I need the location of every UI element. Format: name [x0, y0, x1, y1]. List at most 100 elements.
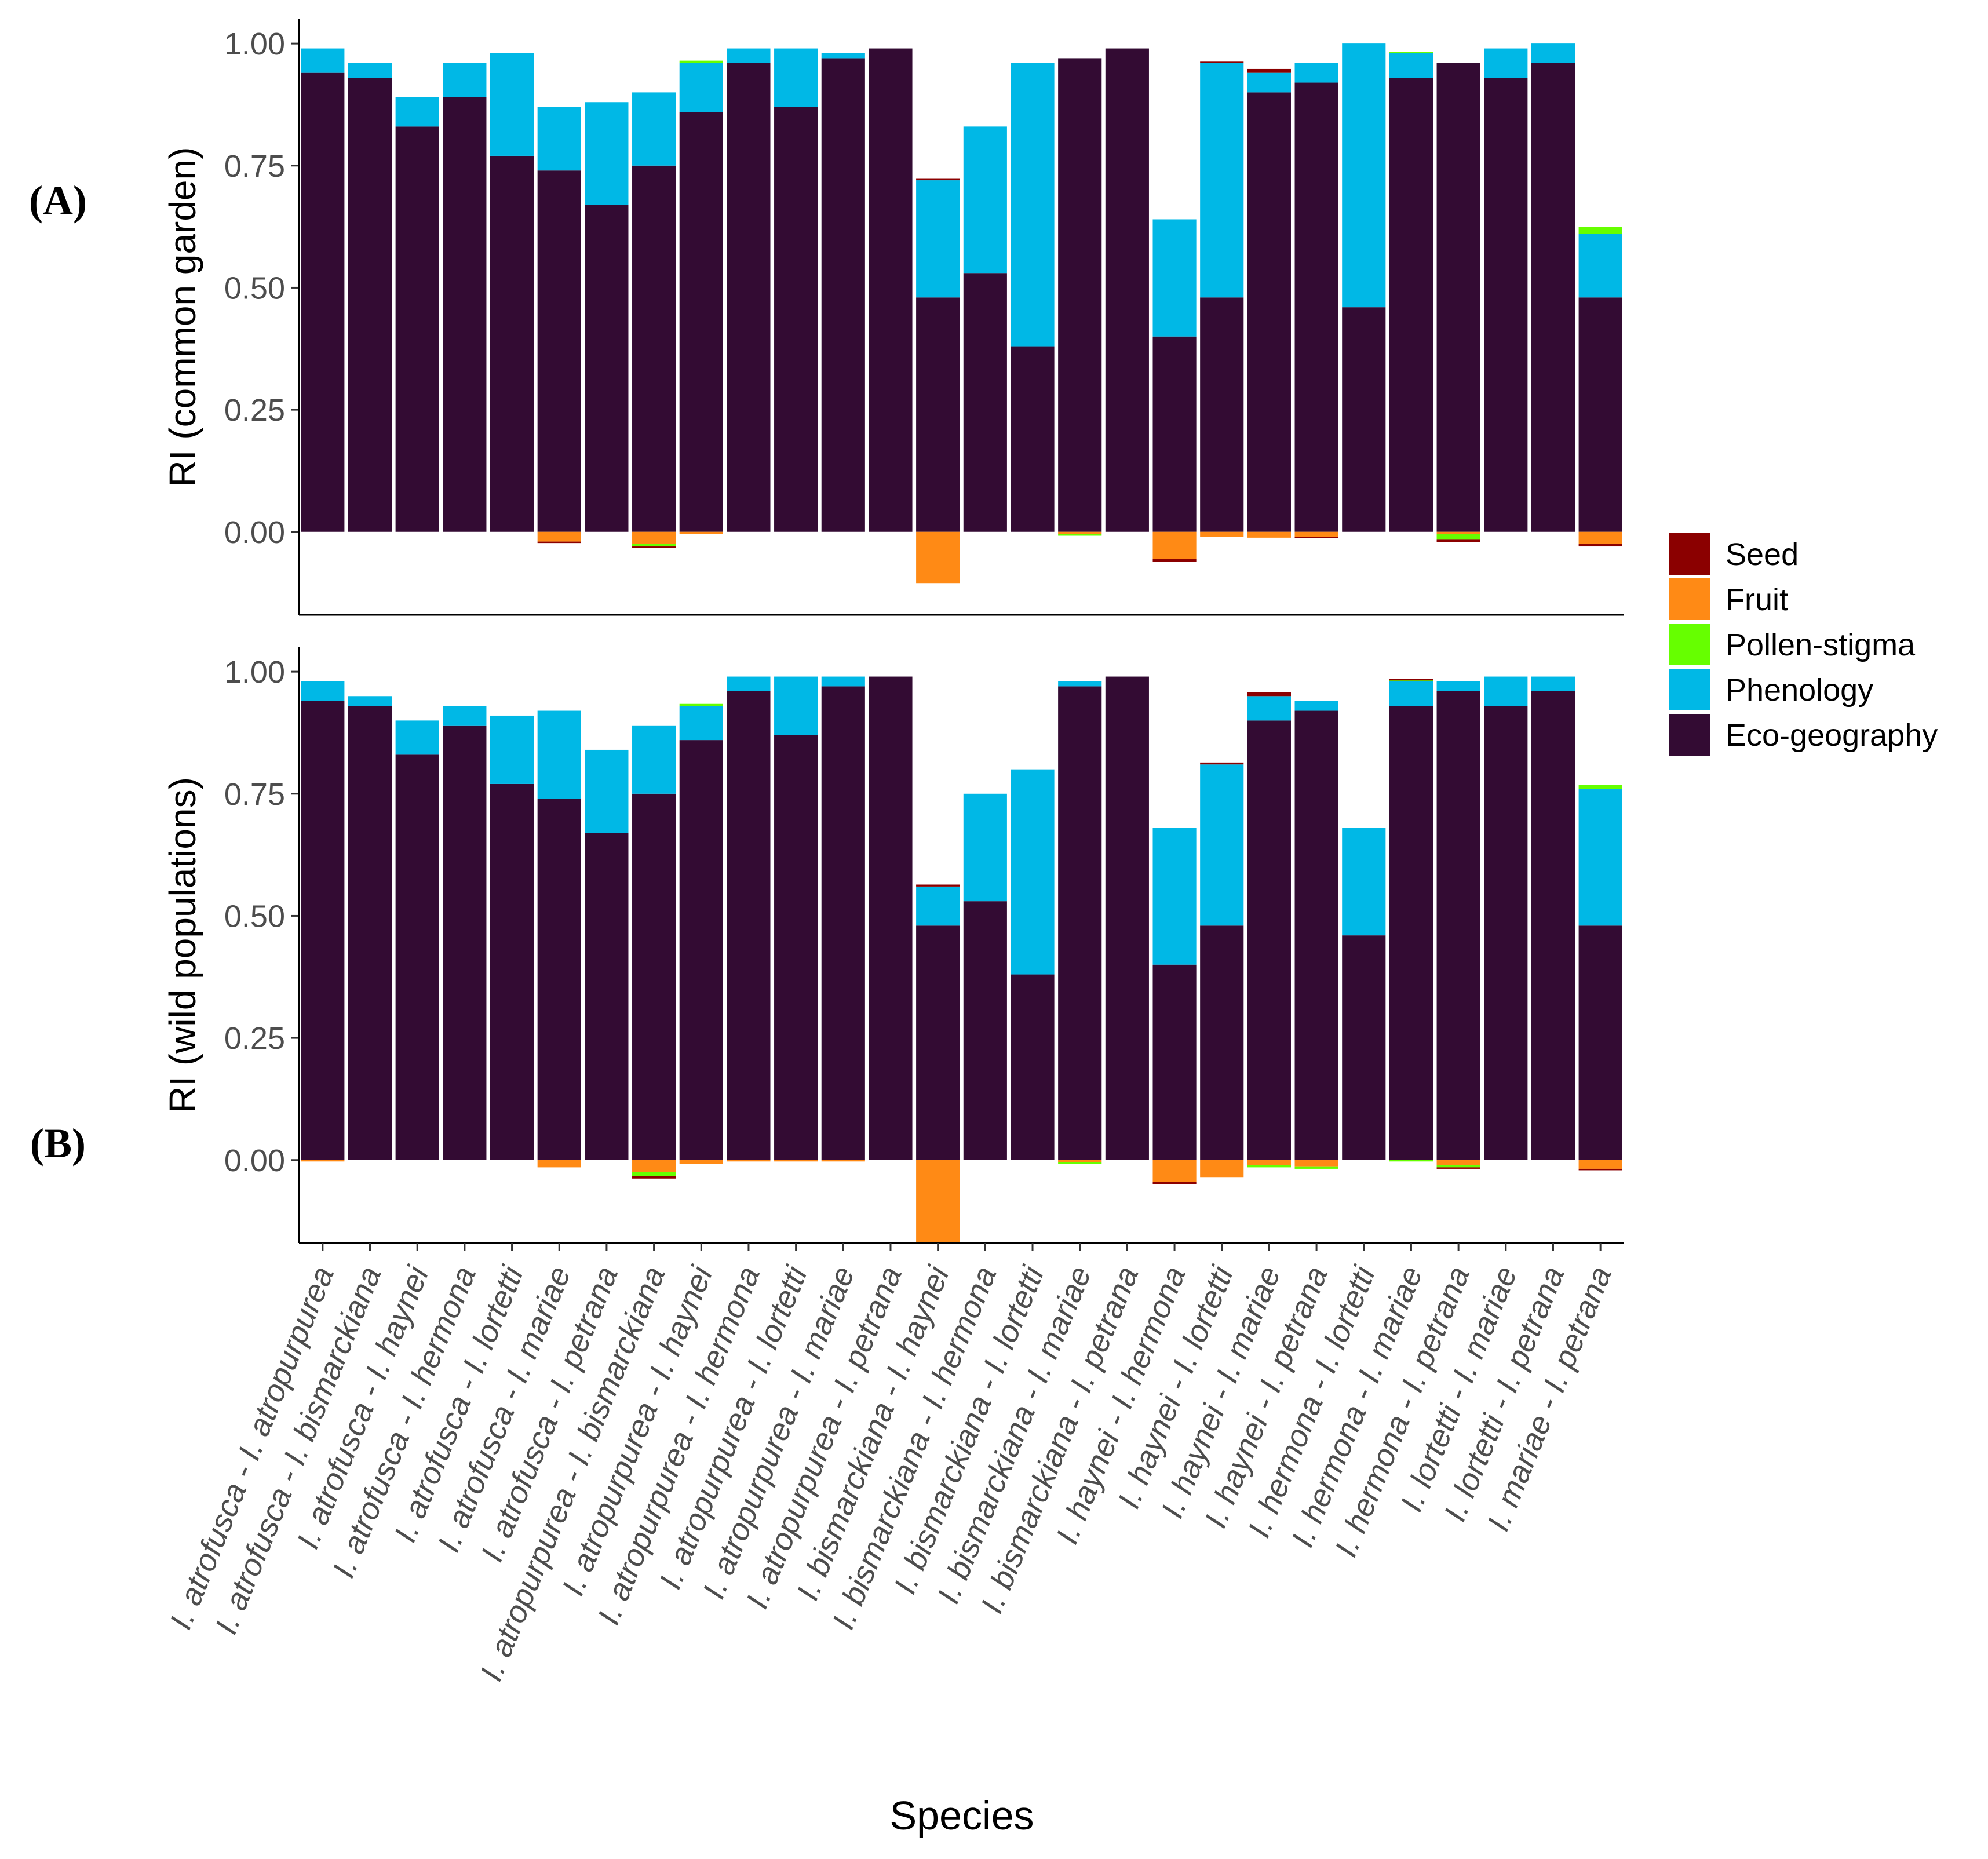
panel-a-bar-eco-geography-16	[1011, 346, 1055, 532]
panel-b-bar-eco-geography-19	[1152, 964, 1197, 1160]
panel-a-bar-seed-6	[537, 541, 581, 544]
panel-b-bar-phenology-19	[1152, 828, 1197, 965]
panel-a-bar-pollen-stigma-8	[632, 544, 676, 547]
panel-b-bar-fruit-8	[632, 1160, 676, 1172]
legend-swatch-seed	[1669, 533, 1710, 575]
panel-a-bar-eco-geography-20	[1200, 297, 1244, 532]
panel-a-bar-phenology-11	[774, 48, 818, 107]
panel-a-y-tick-label: 1.00	[224, 27, 285, 61]
panel-a-bar-seed-25	[1436, 539, 1480, 542]
panel-a-bar-phenology-24	[1389, 53, 1433, 78]
panel-b-bar-eco-geography-23	[1342, 935, 1386, 1160]
panel-b-bar-eco-geography-9	[679, 740, 723, 1160]
panel-b-bar-fruit-25	[1436, 1160, 1480, 1165]
panel-a-bar-fruit-17	[1058, 531, 1102, 534]
panel-b-bar-fruit-22	[1294, 1160, 1338, 1167]
panel-a-bar-phenology-26	[1484, 48, 1528, 78]
panel-b-bar-phenology-25	[1436, 681, 1480, 691]
panel-b-bar-fruit-12	[821, 1160, 865, 1162]
panel-a-bar-eco-geography-24	[1389, 78, 1433, 532]
panel-a-bar-eco-geography-4	[443, 97, 487, 532]
panel-b-bar-phenology-12	[821, 676, 865, 687]
panel-a-bars	[301, 43, 1622, 584]
panel-a-bar-fruit-25	[1436, 531, 1480, 534]
panel-b-bar-pollen-stigma-8	[632, 1172, 676, 1176]
panel-b-bar-fruit-17	[1058, 1160, 1102, 1162]
panel-a-bar-phenology-5	[490, 53, 534, 156]
panel-a-bar-phenology-4	[443, 63, 487, 97]
panel-a-bar-eco-geography-1	[301, 72, 345, 532]
panel-a-y-tick-label: 0.75	[224, 149, 285, 184]
panel-b-bar-pollen-stigma-24	[1389, 680, 1433, 681]
panel-a-bar-eco-geography-25	[1436, 63, 1480, 532]
panel-b-bar-seed-24	[1389, 679, 1433, 681]
panel-b-bar-fruit-11	[774, 1160, 818, 1162]
panel-a-bar-phenology-7	[585, 102, 629, 205]
panel-b-bar-pollen-stigma-28	[1578, 785, 1622, 789]
panel-a-bar-eco-geography-11	[774, 107, 818, 532]
panel-a-bar-seed-21	[1247, 68, 1291, 73]
panel-b-bar-phenology-27	[1531, 676, 1575, 691]
panel-a-bar-eco-geography-15	[963, 273, 1007, 532]
panel-a-bar-fruit-20	[1200, 531, 1244, 537]
panel-b-y-tick-label: 0.25	[224, 1021, 285, 1056]
legend-swatch-eco-geography	[1669, 714, 1710, 756]
panel-a-bar-phenology-28	[1578, 234, 1622, 298]
panel-b-bar-phenology-10	[727, 676, 771, 691]
panel-a-bar-phenology-27	[1531, 43, 1575, 63]
panel-a-y-tick-label: 0.50	[224, 271, 285, 305]
panel-a-bar-fruit-9	[679, 531, 723, 534]
panel-b-bar-eco-geography-11	[774, 735, 818, 1160]
panel-b-bar-eco-geography-17	[1058, 686, 1102, 1160]
panel-a-bar-eco-geography-5	[490, 155, 534, 532]
panel-b-bar-eco-geography-3	[395, 754, 439, 1160]
panel-b-bar-fruit-21	[1247, 1160, 1291, 1165]
panel-b-bar-phenology-2	[348, 696, 392, 706]
panel-a-label: (A)	[29, 177, 87, 224]
panel-b-bar-phenology-5	[490, 715, 534, 784]
panel-b-bar-eco-geography-22	[1294, 710, 1338, 1160]
panel-a-y-tick-label: 0.00	[224, 515, 285, 550]
panel-a-y-axis: 0.00 0.25 0.50 0.75 1.00	[224, 27, 299, 550]
panel-b-bar-seed-8	[632, 1176, 676, 1179]
panel-b-bar-eco-geography-15	[963, 901, 1007, 1160]
panel-a-bar-seed-28	[1578, 544, 1622, 547]
panel-b-bar-pollen-stigma-17	[1058, 1162, 1102, 1164]
panel-b-bar-phenology-26	[1484, 676, 1528, 706]
panel-a-bar-phenology-9	[679, 63, 723, 112]
panel-b-y-axis: 0.00 0.25 0.50 0.75 1.00	[224, 655, 299, 1178]
panel-b-bar-eco-geography-14	[916, 925, 960, 1160]
panel-a-bar-eco-geography-10	[727, 63, 771, 532]
panel-a-bar-phenology-1	[301, 48, 345, 73]
panel-b-bar-seed-20	[1200, 762, 1244, 765]
panel-a-bar-eco-geography-13	[869, 48, 913, 532]
panel-b-bar-fruit-1	[301, 1160, 345, 1162]
panel-b-bar-eco-geography-2	[348, 706, 392, 1160]
legend-swatch-fruit	[1669, 578, 1710, 620]
panel-b-bar-seed-25	[1436, 1167, 1480, 1169]
panel-b-label: (B)	[30, 1120, 86, 1167]
panel-b-bar-eco-geography-5	[490, 783, 534, 1160]
panel-b-bar-seed-19	[1152, 1182, 1197, 1184]
panel-b-bar-eco-geography-6	[537, 799, 581, 1160]
panel-b-bar-fruit-6	[537, 1160, 581, 1168]
panel-b-bar-eco-geography-20	[1200, 925, 1244, 1160]
panel-a-bar-eco-geography-7	[585, 205, 629, 532]
panel-a-bar-eco-geography-23	[1342, 307, 1386, 532]
panel-a-bar-phenology-16	[1011, 63, 1055, 347]
panel-b-bar-eco-geography-25	[1436, 691, 1480, 1160]
panel-a-bar-fruit-8	[632, 531, 676, 544]
panel-b-bar-pollen-stigma-24	[1389, 1160, 1433, 1162]
panel-b-bar-phenology-11	[774, 676, 818, 735]
panel-a-bar-fruit-6	[537, 531, 581, 542]
panel-a-y-tick-label: 0.25	[224, 393, 285, 428]
panel-b-bar-pollen-stigma-9	[679, 703, 723, 706]
panel-a-bar-seed-19	[1152, 559, 1197, 562]
panel-b-bar-phenology-6	[537, 710, 581, 799]
panel-b-y-axis-title: RI (wild populations)	[162, 777, 203, 1113]
panel-a-bar-phenology-8	[632, 92, 676, 166]
panel-a-bar-eco-geography-12	[821, 58, 865, 532]
panel-b-bar-phenology-22	[1294, 701, 1338, 711]
panel-a-bar-pollen-stigma-25	[1436, 534, 1480, 540]
